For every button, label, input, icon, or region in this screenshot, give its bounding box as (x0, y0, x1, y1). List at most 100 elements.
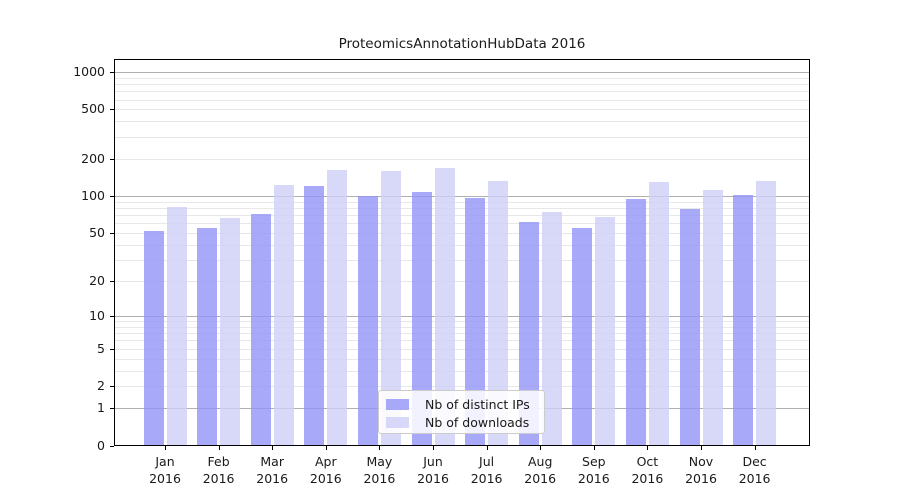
x-tick-nov (701, 446, 702, 450)
legend: Nb of distinct IPs Nb of downloads (378, 390, 545, 434)
minor-gridline-60 (115, 223, 809, 225)
x-tick-year-mar: 2016 (256, 471, 289, 486)
minor-gridline-3 (115, 370, 809, 372)
x-tick-year-oct: 2016 (631, 471, 664, 486)
x-tick-month-sep: Sep (582, 454, 606, 469)
bar-downloads-may (380, 171, 401, 446)
x-tick-dec (754, 446, 756, 450)
x-tick-sep (593, 446, 595, 450)
minor-gridline-300 (115, 136, 809, 138)
y-tick-label-2: 2 (97, 378, 105, 394)
minor-gridline-7 (115, 333, 809, 335)
bar-ips-feb (197, 227, 218, 446)
legend-row-downloads: Nb of downloads (386, 413, 544, 431)
bar-downloads-jan (166, 206, 187, 446)
bar-ips-jul (465, 198, 486, 446)
x-tick-month-feb: Feb (207, 454, 230, 469)
x-tick-month-oct: Oct (636, 454, 659, 469)
minor-gridline-70 (115, 215, 809, 216)
x-tick-jul (486, 446, 488, 450)
y-tick-label-20: 20 (89, 272, 105, 288)
y-tick-200 (110, 158, 114, 160)
legend-row-ips: Nb of distinct IPs (386, 395, 544, 413)
x-tick-label-oct: Oct 2016 (615, 453, 679, 487)
bar-downloads-feb (220, 218, 241, 446)
x-tick-year-jun: 2016 (417, 471, 449, 486)
x-tick-mar (272, 446, 274, 450)
x-tick-year-feb: 2016 (202, 471, 235, 486)
x-tick-month-mar: Mar (260, 454, 284, 469)
x-tick-label-apr: Apr 2016 (294, 453, 358, 487)
minor-gridline-200 (115, 158, 809, 160)
minor-gridline-400 (115, 121, 809, 123)
bar-ips-nov (679, 208, 700, 446)
y-tick-label-50: 50 (89, 224, 105, 240)
x-tick-jun (433, 446, 434, 450)
x-tick-apr (325, 446, 327, 450)
minor-gridline-80 (115, 207, 809, 209)
minor-gridline-600 (115, 99, 809, 101)
x-tick-label-nov: Nov 2016 (669, 453, 733, 487)
minor-gridline-4 (115, 358, 809, 360)
y-tick-20 (110, 280, 114, 282)
x-tick-year-may: 2016 (363, 471, 396, 486)
minor-gridline-900 (115, 77, 809, 79)
bar-downloads-oct (648, 181, 669, 446)
minor-gridline-800 (115, 84, 809, 85)
bar-downloads-sep (595, 216, 616, 446)
bar-ips-apr (304, 186, 325, 446)
x-tick-jan (165, 446, 166, 450)
bar-ips-dec (733, 195, 754, 446)
y-tick-500 (110, 109, 114, 111)
y-tick-5 (110, 348, 114, 350)
y-tick-label-200: 200 (81, 150, 105, 166)
y-tick-label-100: 100 (81, 188, 105, 203)
major-gridline-10 (115, 315, 809, 317)
major-gridline-100 (115, 196, 809, 197)
x-tick-month-aug: Aug (527, 454, 553, 469)
minor-gridline-700 (115, 91, 809, 93)
legend-label-downloads: Nb of downloads (425, 414, 530, 430)
minor-gridline-90 (115, 201, 809, 203)
legend-swatch-downloads (386, 416, 409, 428)
x-tick-month-dec: Dec (742, 454, 767, 469)
y-tick-2 (110, 386, 114, 388)
x-tick-year-aug: 2016 (524, 471, 557, 486)
x-tick-label-dec: Dec 2016 (723, 453, 787, 487)
bar-ips-mar (250, 213, 271, 446)
minor-gridline-2 (115, 386, 809, 388)
bar-downloads-nov (702, 189, 723, 446)
y-tick-label-10: 10 (89, 307, 105, 323)
x-tick-feb (218, 446, 220, 450)
x-tick-month-may: May (366, 454, 393, 469)
x-tick-year-nov: 2016 (685, 471, 717, 486)
minor-gridline-9 (115, 321, 809, 322)
x-tick-label-may: May 2016 (347, 453, 411, 487)
x-tick-year-dec: 2016 (738, 471, 771, 486)
y-tick-label-0: 0 (97, 437, 105, 453)
chart-title: ProteomicsAnnotationHubData 2016 (338, 36, 586, 52)
bar-ips-jun (411, 192, 432, 446)
bar-ips-oct (625, 198, 646, 446)
minor-gridline-20 (115, 280, 809, 282)
bar-downloads-jun (434, 167, 455, 446)
y-tick-0 (110, 445, 114, 447)
x-tick-label-sep: Sep 2016 (562, 453, 626, 487)
bar-ips-may (357, 196, 378, 446)
x-tick-month-nov: Nov (688, 454, 714, 469)
y-tick-50 (110, 232, 114, 234)
legend-label-ips: Nb of distinct IPs (425, 396, 530, 412)
y-tick-label-500: 500 (81, 101, 105, 117)
x-tick-oct (647, 446, 649, 450)
bar-downloads-aug (541, 212, 562, 446)
x-tick-label-jul: Jul 2016 (455, 453, 519, 487)
x-tick-label-jun: Jun 2016 (401, 453, 465, 487)
x-tick-month-jan: Jan (155, 454, 175, 469)
y-tick-label-1: 1 (97, 400, 105, 415)
bar-downloads-apr (327, 169, 348, 446)
x-tick-month-jul: Jul (479, 454, 495, 469)
y-tick-100 (110, 196, 114, 197)
bar-downloads-jul (488, 181, 509, 446)
x-tick-year-sep: 2016 (577, 471, 610, 486)
